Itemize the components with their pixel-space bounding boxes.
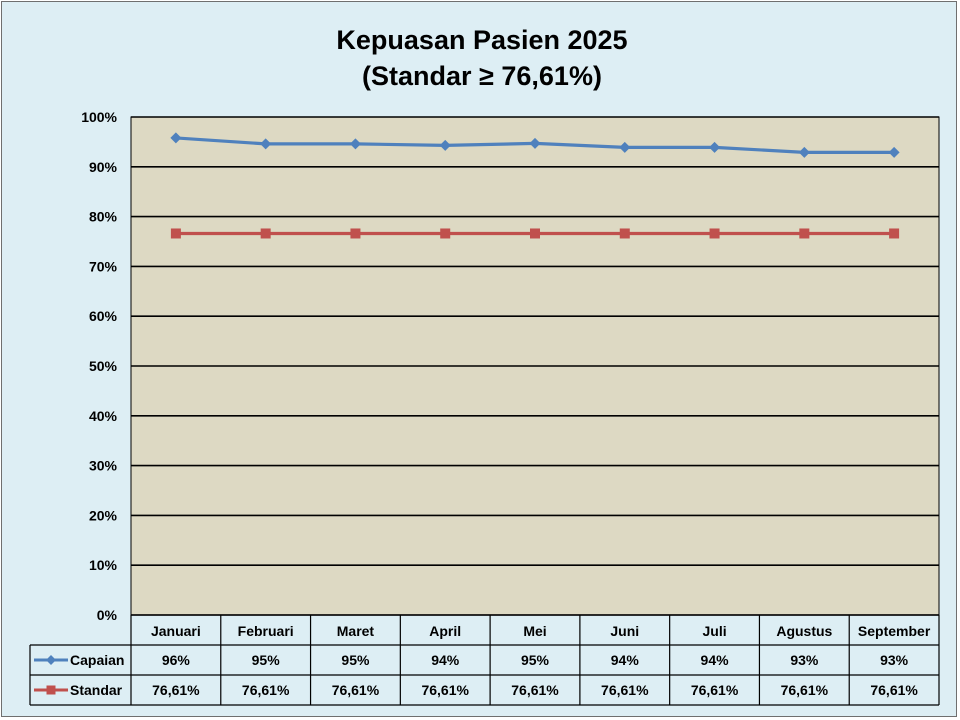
data-point — [260, 138, 272, 150]
chart-subtitle: (Standar ≥ 76,61%) — [362, 61, 602, 91]
x-category-label: Mei — [523, 623, 546, 639]
data-point — [709, 141, 721, 153]
y-tick-label: 30% — [89, 458, 118, 474]
series-capaian: Capaian 96% 95% 95% 94% 95% 94% 94% 93% 93% — [34, 132, 909, 668]
data-point — [798, 146, 810, 158]
gridlines — [131, 116, 939, 616]
data-point — [529, 137, 541, 149]
y-tick-label: 50% — [89, 358, 118, 374]
data-point — [889, 228, 900, 239]
data-table-cell: 93% — [880, 652, 909, 668]
data-point — [170, 132, 182, 144]
x-category-label: Januari — [151, 623, 201, 639]
data-point — [170, 228, 181, 239]
data-point — [350, 228, 361, 239]
y-tick-label: 40% — [89, 408, 118, 424]
x-category-label: Juni — [610, 623, 639, 639]
data-point — [440, 228, 451, 239]
chart-title-block: Kepuasan Pasien 2025 (Standar ≥ 76,61%) — [2, 22, 960, 94]
data-point — [619, 228, 630, 239]
data-point — [349, 138, 361, 150]
data-table-cell: 94% — [611, 652, 640, 668]
data-point — [260, 228, 271, 239]
data-table-cell: 76,61% — [332, 682, 380, 698]
x-category-label: Maret — [337, 623, 375, 639]
legend-label: Standar — [70, 682, 123, 698]
data-table-cell: 94% — [701, 652, 730, 668]
y-tick-label: 10% — [89, 557, 118, 573]
data-point — [709, 228, 720, 239]
data-point — [888, 146, 900, 158]
legend-marker — [46, 685, 56, 695]
data-table-cell: 76,61% — [421, 682, 469, 698]
x-category-label: April — [429, 623, 461, 639]
y-tick-label: 100% — [81, 109, 117, 125]
series-standar: Standar 76,61% 76,61% 76,61% 76,61% 76,61% 76,… — [34, 228, 918, 698]
y-tick-label: 90% — [89, 159, 118, 175]
x-category-label: Februari — [238, 623, 294, 639]
data-point — [439, 139, 451, 151]
data-table-cell: 96% — [162, 652, 191, 668]
data-table-cell: 76,61% — [781, 682, 829, 698]
y-tick-label: 60% — [89, 308, 118, 324]
y-tick-label: 80% — [89, 209, 118, 225]
data-table-cell: 76,61% — [152, 682, 200, 698]
data-point — [619, 141, 631, 153]
data-table-cell: 93% — [790, 652, 819, 668]
data-table — [29, 614, 940, 706]
y-tick-label: 70% — [89, 258, 118, 274]
x-category-label: September — [858, 623, 931, 639]
x-category-label: Juli — [702, 623, 726, 639]
data-point — [799, 228, 810, 239]
data-table-cell: 76,61% — [870, 682, 918, 698]
y-tick-label: 0% — [97, 607, 118, 623]
data-table-cell: 95% — [521, 652, 550, 668]
data-point — [530, 228, 540, 239]
legend-marker — [46, 655, 56, 665]
data-table-cell: 76,61% — [242, 682, 290, 698]
chart-title: Kepuasan Pasien 2025 — [336, 25, 628, 55]
legend-label: Capaian — [70, 652, 124, 668]
data-table-cell: 76,61% — [511, 682, 559, 698]
data-table-cell: 76,61% — [601, 682, 649, 698]
data-table-cell: 76,61% — [691, 682, 739, 698]
data-table-cell: 94% — [431, 652, 460, 668]
data-table-cell: 95% — [341, 652, 370, 668]
y-tick-label: 20% — [89, 507, 118, 523]
x-category-label: Agustus — [776, 623, 832, 639]
data-table-cell: 95% — [252, 652, 281, 668]
